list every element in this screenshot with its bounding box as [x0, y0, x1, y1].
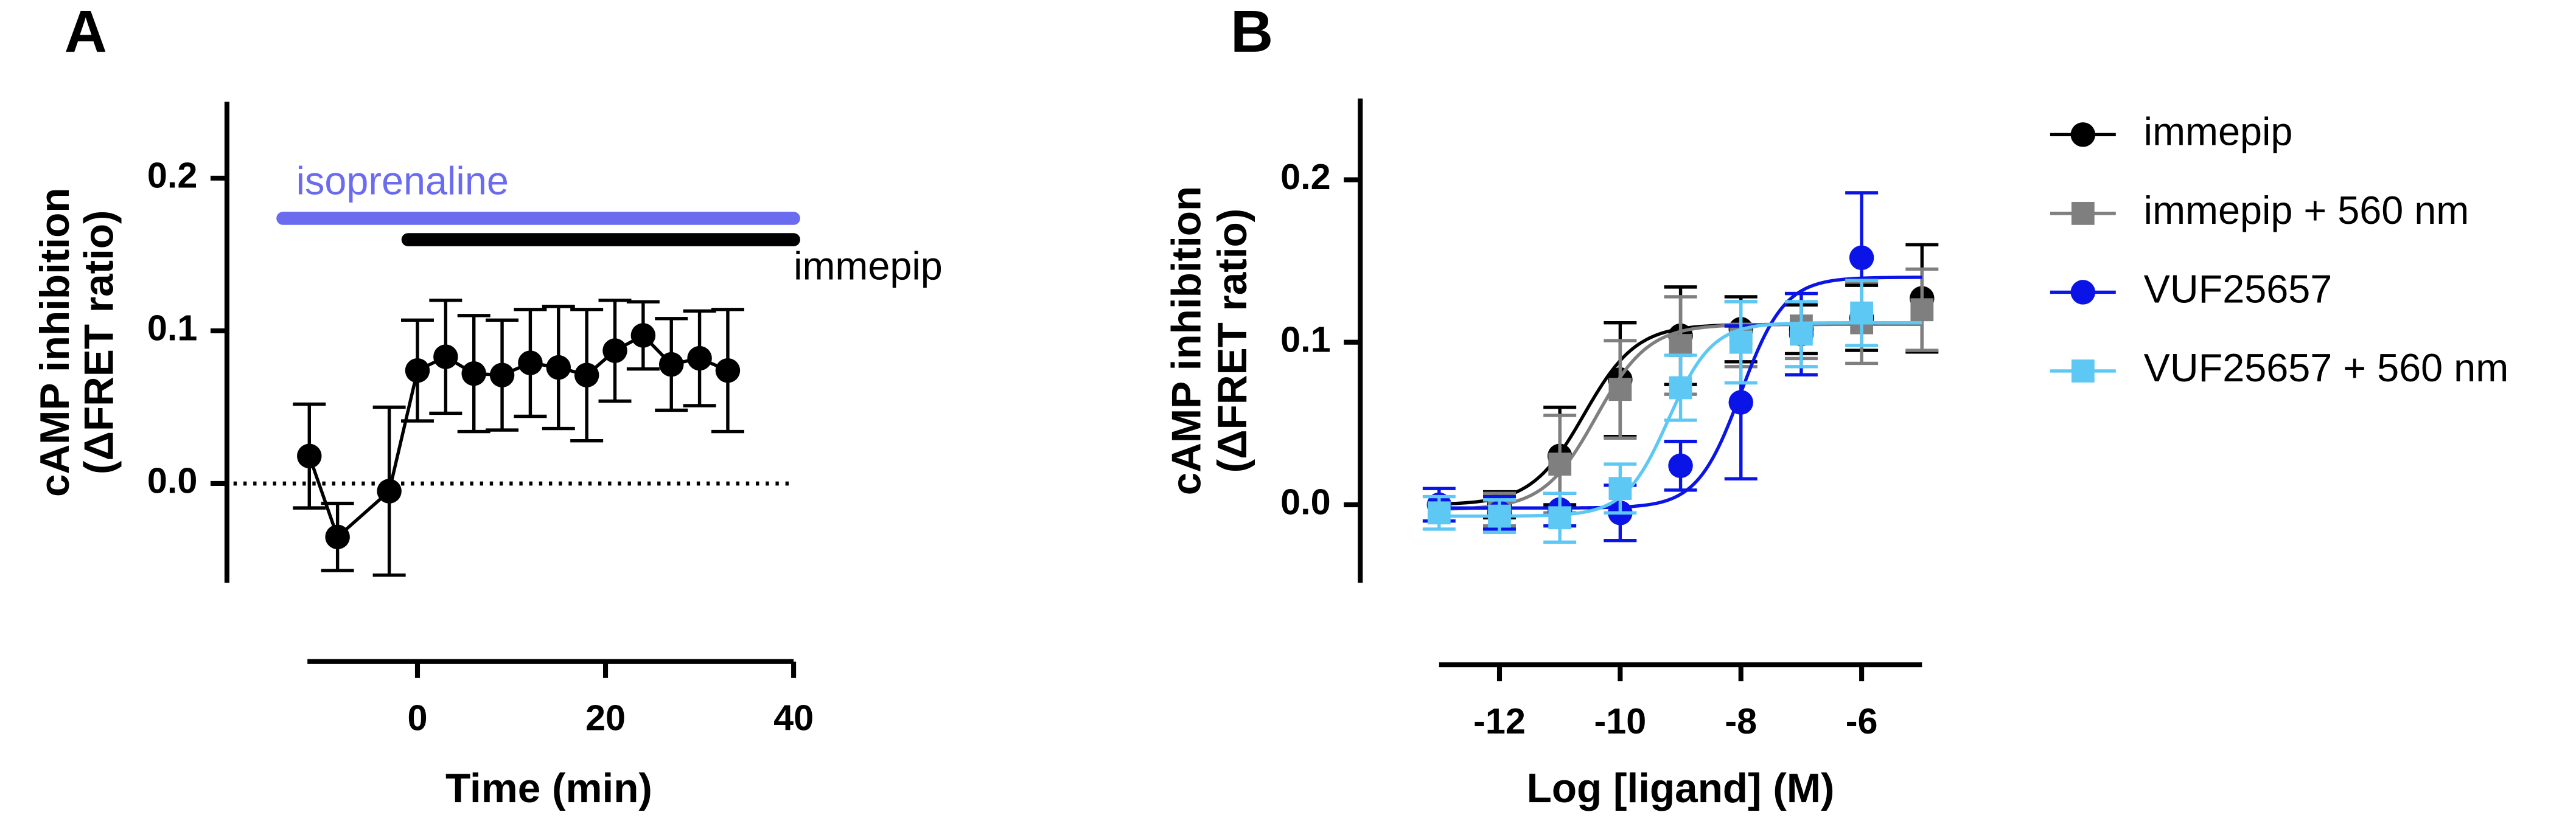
marker	[687, 345, 712, 371]
marker	[377, 479, 402, 504]
marker	[325, 524, 350, 550]
marker	[1910, 298, 1934, 322]
marker	[1548, 453, 1572, 476]
legend-label: immepip + 560 nm	[2144, 188, 2470, 232]
marker	[297, 443, 322, 469]
marker	[1608, 378, 1632, 401]
marker	[602, 338, 627, 363]
marker	[658, 352, 684, 377]
marker	[1849, 245, 1874, 271]
x-tick-label: -12	[1473, 701, 1526, 741]
marker	[1427, 501, 1451, 525]
x-tick-label: -10	[1594, 701, 1646, 741]
panel-label: A	[65, 0, 107, 64]
marker	[1608, 477, 1632, 501]
marker	[405, 358, 430, 383]
legend-label: immepip	[2144, 109, 2293, 153]
marker	[1850, 301, 1874, 325]
y-axis-title: (ΔFRET ratio)	[77, 210, 122, 474]
y-tick-label: 0.2	[1280, 156, 1331, 197]
marker	[1728, 390, 1753, 415]
marker	[1790, 322, 1813, 346]
marker	[433, 344, 458, 369]
y-tick-label: 0.1	[147, 308, 198, 349]
x-axis-title: Time (min)	[445, 766, 652, 811]
panel-label: B	[1230, 0, 1273, 64]
marker	[1548, 506, 1572, 530]
x-tick-label: -6	[1846, 701, 1878, 741]
annotation-label: immepip	[794, 244, 943, 288]
legend-label: VUF25657 + 560 nm	[2144, 345, 2508, 390]
y-tick-label: 0.0	[147, 460, 198, 501]
y-axis-title: cAMP inhibition	[32, 187, 78, 497]
marker	[715, 358, 741, 383]
y-tick-label: 0.2	[147, 155, 198, 196]
x-tick-label: 20	[585, 698, 626, 738]
legend-label: VUF25657	[2144, 267, 2333, 311]
marker	[518, 350, 543, 375]
marker	[630, 323, 656, 348]
annotation-label: isoprenaline	[296, 158, 509, 203]
marker	[1668, 453, 1693, 479]
marker	[1729, 330, 1753, 354]
x-axis-title: Log [ligand] (M)	[1527, 766, 1835, 811]
x-tick-label: -8	[1725, 701, 1757, 741]
legend-marker	[2070, 280, 2096, 305]
marker	[574, 362, 599, 387]
legend-marker	[2071, 359, 2095, 383]
y-tick-label: 0.1	[1280, 319, 1331, 359]
x-tick-label: 0	[407, 698, 427, 738]
legend-marker	[2071, 201, 2095, 225]
marker	[461, 361, 486, 386]
x-tick-label: 40	[773, 698, 814, 738]
y-axis-title: cAMP inhibition	[1164, 186, 1209, 495]
marker	[1669, 334, 1692, 357]
marker	[546, 355, 571, 380]
legend-marker	[2070, 122, 2096, 147]
marker	[1488, 504, 1511, 528]
fit-curve	[1439, 276, 1922, 510]
marker	[489, 362, 515, 387]
y-axis-title: (ΔFRET ratio)	[1210, 209, 1255, 473]
y-tick-label: 0.0	[1280, 482, 1331, 522]
marker	[1669, 376, 1692, 400]
